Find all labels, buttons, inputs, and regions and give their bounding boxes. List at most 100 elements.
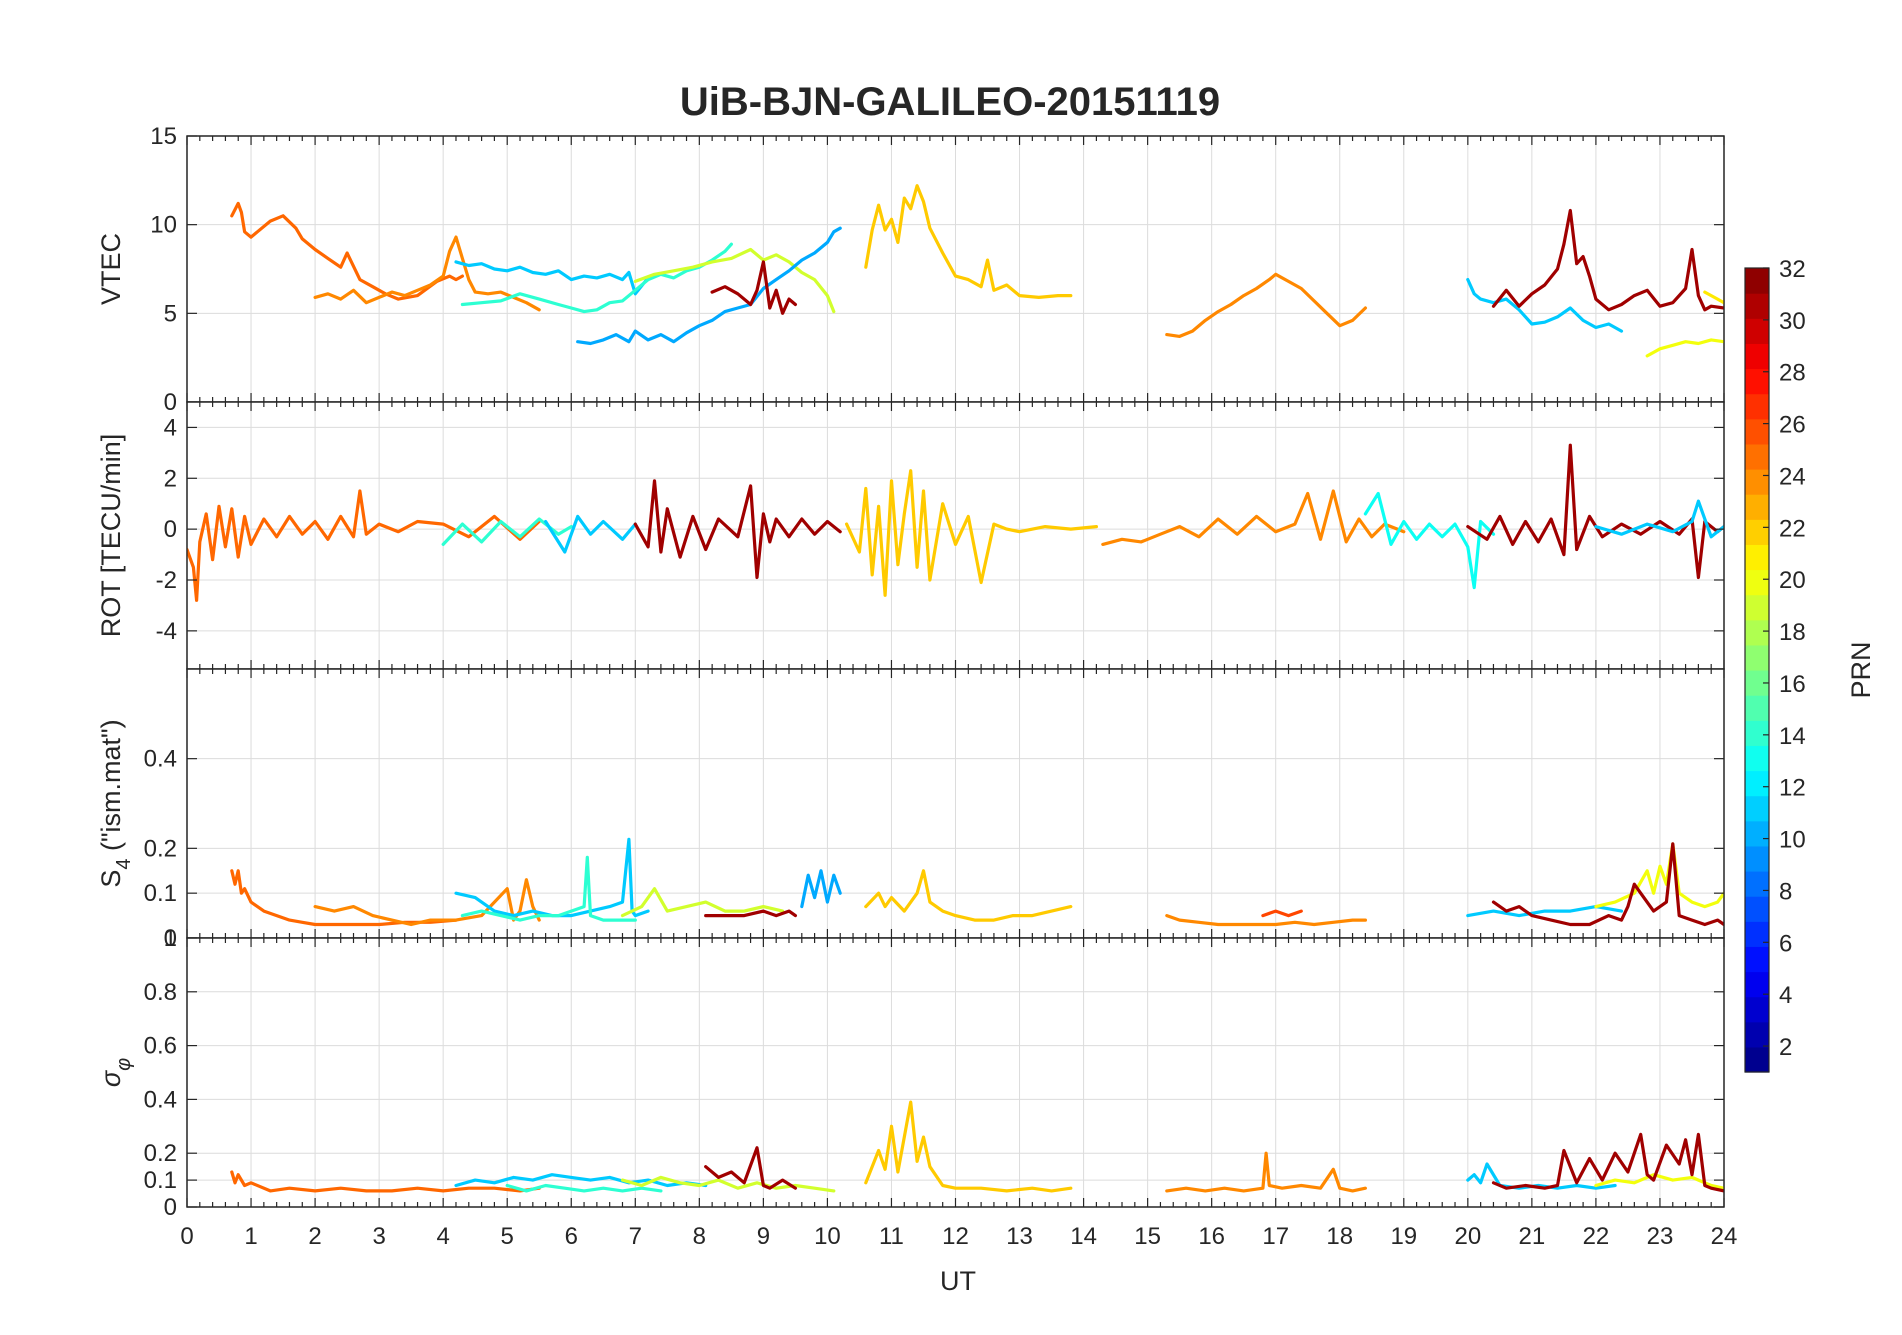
- colorbar-segment: [1745, 971, 1769, 998]
- colorbar-tick-label: 18: [1779, 619, 1806, 646]
- colorbar-segment: [1745, 720, 1769, 746]
- series-line-prn-31: [633, 479, 842, 580]
- panel-vtec: 0 5 10 15 VTEC: [96, 123, 1725, 416]
- colorbar-segment: [1745, 871, 1769, 897]
- series-line-prn-31: [1491, 1132, 1724, 1193]
- x-tick-label: 1: [244, 1223, 257, 1250]
- series-line-prn-31: [1491, 842, 1724, 927]
- series-line-prn-10: [576, 226, 842, 346]
- series-line-prn-25: [187, 489, 541, 602]
- colorbar-segment: [1745, 644, 1769, 671]
- colorbar-tick-label: 12: [1779, 775, 1806, 802]
- colorbar-segment: [1745, 393, 1769, 420]
- colorbar-segment: [1745, 946, 1769, 973]
- colorbar-tick-label: 32: [1779, 256, 1806, 283]
- x-tick-label: 8: [693, 1223, 706, 1250]
- x-tick-label: 10: [814, 1223, 841, 1250]
- colorbar-segment: [1745, 469, 1769, 495]
- series-line-prn-24: [1165, 914, 1367, 927]
- series-line-prn-21: [1703, 290, 1724, 305]
- y-tick-label: 2: [164, 465, 177, 492]
- y-tick-label: 0: [164, 516, 177, 543]
- series-line-prn-14: [441, 517, 573, 546]
- y-tick-label: 0.4: [144, 746, 177, 773]
- colorbar-tick-label: 28: [1779, 360, 1806, 387]
- colorbar-segment: [1745, 594, 1769, 621]
- x-tick-label: 21: [1519, 1223, 1546, 1250]
- y-axis-label-rot: ROT [TECU/min]: [96, 434, 126, 638]
- series-line-prn-14: [505, 1183, 663, 1193]
- colorbar-segment: [1745, 695, 1769, 721]
- y-axis-label-vtec: VTEC: [96, 233, 126, 305]
- series-line-prn-22: [864, 1100, 1073, 1193]
- colorbar-segment: [1745, 745, 1769, 772]
- series-line-prn-20: [1594, 1173, 1724, 1190]
- series-line-prn-24: [313, 878, 541, 927]
- series-line-prn-22: [845, 469, 1098, 597]
- series-group: [230, 1100, 1724, 1193]
- colorbar-segment: [1745, 494, 1769, 520]
- series-line-prn-11: [1594, 499, 1724, 539]
- x-tick-label: 23: [1647, 1223, 1674, 1250]
- colorbar-segment: [1745, 293, 1769, 319]
- panel-s4: 0 0.1 0.2 0.4 S4 ("ism.mat"): [96, 668, 1725, 952]
- colorbar-segment: [1745, 268, 1769, 294]
- colorbar-segment: [1745, 795, 1769, 822]
- series-group: [187, 443, 1724, 602]
- series-line-prn-13: [1363, 491, 1496, 590]
- series-line-prn-11: [544, 514, 637, 554]
- y-tick-label: 1: [164, 925, 177, 952]
- x-tick-labels: 0 1 2 3 4 5 6 7 8 9 10 11 12 13 14 15 16 17 18 19 20 21 22 23 24: [180, 1223, 1737, 1250]
- y-tick-label: 0.6: [144, 1033, 177, 1060]
- series-line-prn-22: [864, 184, 1073, 299]
- colorbar-segment: [1745, 343, 1769, 370]
- y-tick-label: 0.8: [144, 979, 177, 1006]
- series-line-prn-31: [710, 260, 797, 315]
- series-line-prn-11: [1466, 1162, 1617, 1190]
- y-tick-label: 0.2: [144, 835, 177, 862]
- colorbar-segment: [1745, 770, 1769, 797]
- y-tick-label: 0: [164, 1194, 177, 1221]
- y-tick-label: 0.2: [144, 1140, 177, 1167]
- y-axis-label-s4: S4 ("ism.mat"): [96, 719, 135, 887]
- x-tick-label: 13: [1006, 1223, 1033, 1250]
- colorbar-segment: [1745, 544, 1769, 571]
- series-line-prn-11: [454, 260, 650, 296]
- x-tick-label: 20: [1454, 1223, 1481, 1250]
- colorbar-segment: [1745, 443, 1769, 470]
- x-tick-label: 7: [629, 1223, 642, 1250]
- y-tick-label: 0.1: [144, 1167, 177, 1194]
- colorbar-tick-label: 4: [1779, 982, 1792, 1009]
- series-line-prn-10: [800, 869, 842, 909]
- x-tick-label: 0: [180, 1223, 193, 1250]
- series-line-prn-31: [1491, 208, 1724, 312]
- colorbar-segment: [1745, 418, 1769, 445]
- colorbar-segment: [1745, 921, 1769, 947]
- colorbar-tick-label: 8: [1779, 878, 1792, 905]
- colorbar-tick-label: 22: [1779, 515, 1806, 542]
- x-tick-label: 9: [757, 1223, 770, 1250]
- series-line-prn-11: [454, 837, 650, 918]
- x-tick-label: 11: [879, 1223, 904, 1250]
- colorbar-label: PRN: [1846, 641, 1876, 698]
- colorbar-tick-label: 20: [1779, 567, 1806, 594]
- y-tick-label: -4: [156, 618, 177, 645]
- series-line-prn-25: [230, 201, 464, 301]
- series-line-prn-20: [1645, 338, 1724, 358]
- series-line-prn-11: [1466, 278, 1624, 333]
- x-tick-label: 19: [1390, 1223, 1417, 1250]
- y-tick-label: 0: [164, 389, 177, 416]
- y-tick-label: 5: [164, 300, 177, 327]
- series-line-prn-19: [620, 887, 785, 918]
- series-line-prn-26: [1261, 909, 1303, 918]
- series-line-prn-25: [230, 1170, 541, 1193]
- colorbar-segment: [1745, 845, 1769, 872]
- colorbar-segment: [1745, 519, 1769, 545]
- y-axis-label-sigma: σφ: [96, 1058, 135, 1087]
- x-axis-label: UT: [940, 1266, 976, 1296]
- colorbar-tick-label: 24: [1779, 463, 1806, 490]
- x-tick-label: 22: [1583, 1223, 1610, 1250]
